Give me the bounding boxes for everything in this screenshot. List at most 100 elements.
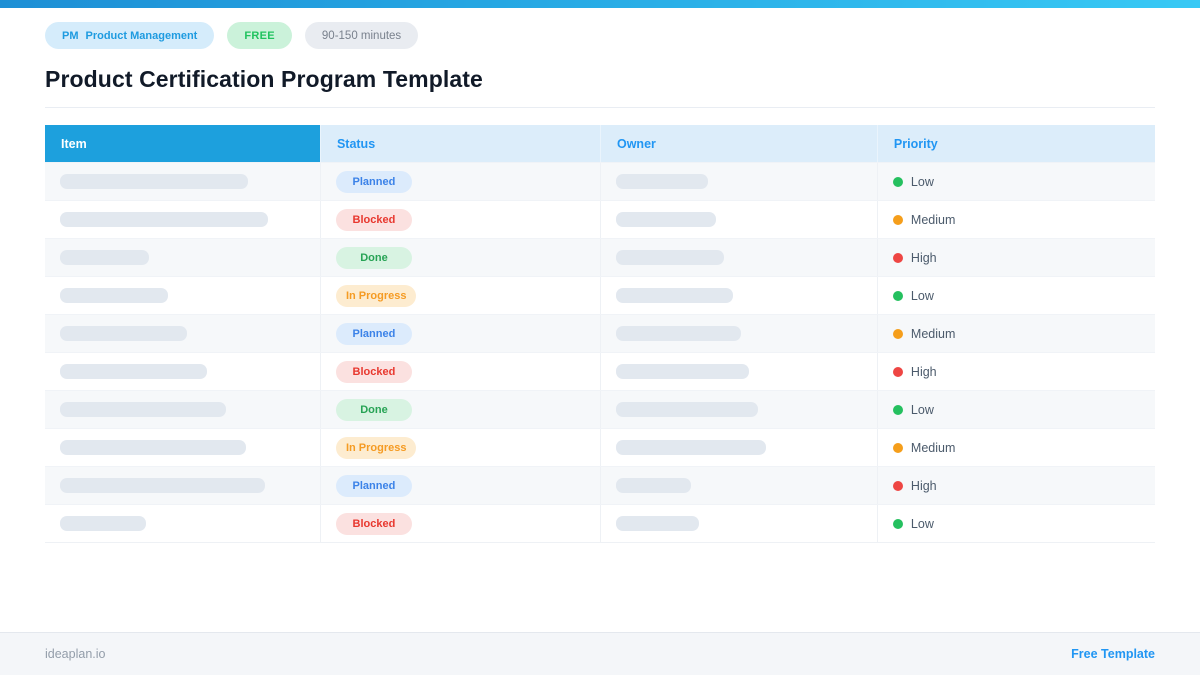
owner-placeholder-bar	[615, 516, 699, 531]
priority-cell: High	[876, 239, 1155, 276]
footer-template-link[interactable]: Free Template	[1071, 647, 1155, 661]
owner-placeholder-bar	[615, 174, 708, 189]
table-row[interactable]: Planned Medium	[45, 314, 1155, 352]
owner-cell	[599, 163, 877, 200]
status-badge: Blocked	[335, 512, 412, 535]
item-placeholder-bar	[60, 402, 226, 417]
owner-cell	[599, 277, 877, 314]
category-badge-label: Product Management	[85, 29, 198, 42]
priority-cell: Medium	[876, 429, 1155, 466]
priority-label: High	[910, 478, 937, 493]
status-badge: Planned	[335, 474, 412, 497]
table-row[interactable]: Done High	[45, 238, 1155, 276]
priority-dot-icon	[892, 480, 903, 491]
owner-placeholder-bar	[615, 440, 766, 455]
item-cell	[45, 353, 320, 390]
owner-placeholder-bar	[615, 250, 724, 265]
priority-dot-icon	[892, 176, 903, 187]
item-cell	[45, 429, 320, 466]
table-row[interactable]: Planned High	[45, 466, 1155, 504]
category-badge-prefix: PM	[62, 29, 79, 42]
category-badge: PM Product Management	[45, 22, 215, 49]
status-cell: Blocked	[319, 505, 600, 542]
status-badge: Planned	[335, 170, 412, 193]
status-cell: Blocked	[319, 353, 600, 390]
free-badge: FREE	[227, 22, 292, 49]
column-header-status[interactable]: Status	[319, 125, 600, 162]
item-placeholder-bar	[60, 326, 187, 341]
status-cell: In Progress	[319, 429, 600, 466]
owner-cell	[599, 315, 877, 352]
status-cell: Done	[319, 239, 600, 276]
page-content: PM Product Management FREE 90-150 minutes…	[0, 22, 1200, 543]
status-cell: Planned	[319, 163, 600, 200]
table-header-row: Item Status Owner Priority	[45, 125, 1155, 162]
item-placeholder-bar	[60, 478, 265, 493]
column-header-owner[interactable]: Owner	[599, 125, 877, 162]
table-row[interactable]: Blocked Low	[45, 504, 1155, 542]
priority-dot-icon	[892, 442, 903, 453]
item-placeholder-bar	[60, 174, 248, 189]
priority-label: Low	[910, 174, 934, 189]
item-placeholder-bar	[60, 516, 146, 531]
priority-label: High	[910, 364, 937, 379]
priority-dot-icon	[892, 252, 903, 263]
footer: ideaplan.io Free Template	[0, 632, 1200, 675]
owner-cell	[599, 239, 877, 276]
owner-placeholder-bar	[615, 402, 758, 417]
priority-dot-icon	[892, 328, 903, 339]
table-row[interactable]: Done Low	[45, 390, 1155, 428]
column-header-priority[interactable]: Priority	[876, 125, 1155, 162]
status-cell: Planned	[319, 467, 600, 504]
item-cell	[45, 315, 320, 352]
certification-table: Item Status Owner Priority Planned Low B…	[45, 125, 1155, 543]
item-cell	[45, 239, 320, 276]
priority-cell: Low	[876, 391, 1155, 428]
status-cell: In Progress	[319, 277, 600, 314]
table-body: Planned Low Blocked Medium Done	[45, 162, 1155, 542]
priority-label: Low	[910, 402, 934, 417]
priority-cell: Low	[876, 163, 1155, 200]
owner-cell	[599, 467, 877, 504]
owner-placeholder-bar	[615, 288, 733, 303]
priority-dot-icon	[892, 404, 903, 415]
priority-label: High	[910, 250, 937, 265]
footer-site-link[interactable]: ideaplan.io	[45, 647, 106, 661]
duration-badge: 90-150 minutes	[304, 22, 419, 49]
priority-label: Medium	[910, 440, 956, 455]
status-badge: Done	[335, 246, 412, 269]
item-cell	[45, 277, 320, 314]
owner-cell	[599, 391, 877, 428]
status-cell: Planned	[319, 315, 600, 352]
top-accent-bar	[0, 0, 1200, 8]
table-row[interactable]: In Progress Low	[45, 276, 1155, 314]
table-row[interactable]: In Progress Medium	[45, 428, 1155, 466]
priority-label: Medium	[910, 326, 956, 341]
priority-label: Low	[910, 516, 934, 531]
item-cell	[45, 467, 320, 504]
status-badge: Planned	[335, 322, 412, 345]
owner-placeholder-bar	[615, 478, 691, 493]
owner-placeholder-bar	[615, 326, 741, 341]
item-placeholder-bar	[60, 250, 149, 265]
status-badge: Done	[335, 398, 412, 421]
item-placeholder-bar	[60, 288, 168, 303]
item-cell	[45, 505, 320, 542]
page-title: Product Certification Program Template	[45, 66, 483, 92]
status-cell: Done	[319, 391, 600, 428]
priority-label: Low	[910, 288, 934, 303]
table-row[interactable]: Planned Low	[45, 162, 1155, 200]
status-badge: Blocked	[335, 208, 412, 231]
owner-cell	[599, 353, 877, 390]
priority-dot-icon	[892, 214, 903, 225]
priority-label: Medium	[910, 212, 956, 227]
priority-dot-icon	[892, 366, 903, 377]
priority-cell: Low	[876, 277, 1155, 314]
table-row[interactable]: Blocked Medium	[45, 200, 1155, 238]
column-header-item[interactable]: Item	[45, 125, 320, 162]
table-row[interactable]: Blocked High	[45, 352, 1155, 390]
item-placeholder-bar	[60, 212, 268, 227]
priority-cell: Medium	[876, 201, 1155, 238]
owner-cell	[599, 505, 877, 542]
status-badge: In Progress	[335, 284, 417, 307]
